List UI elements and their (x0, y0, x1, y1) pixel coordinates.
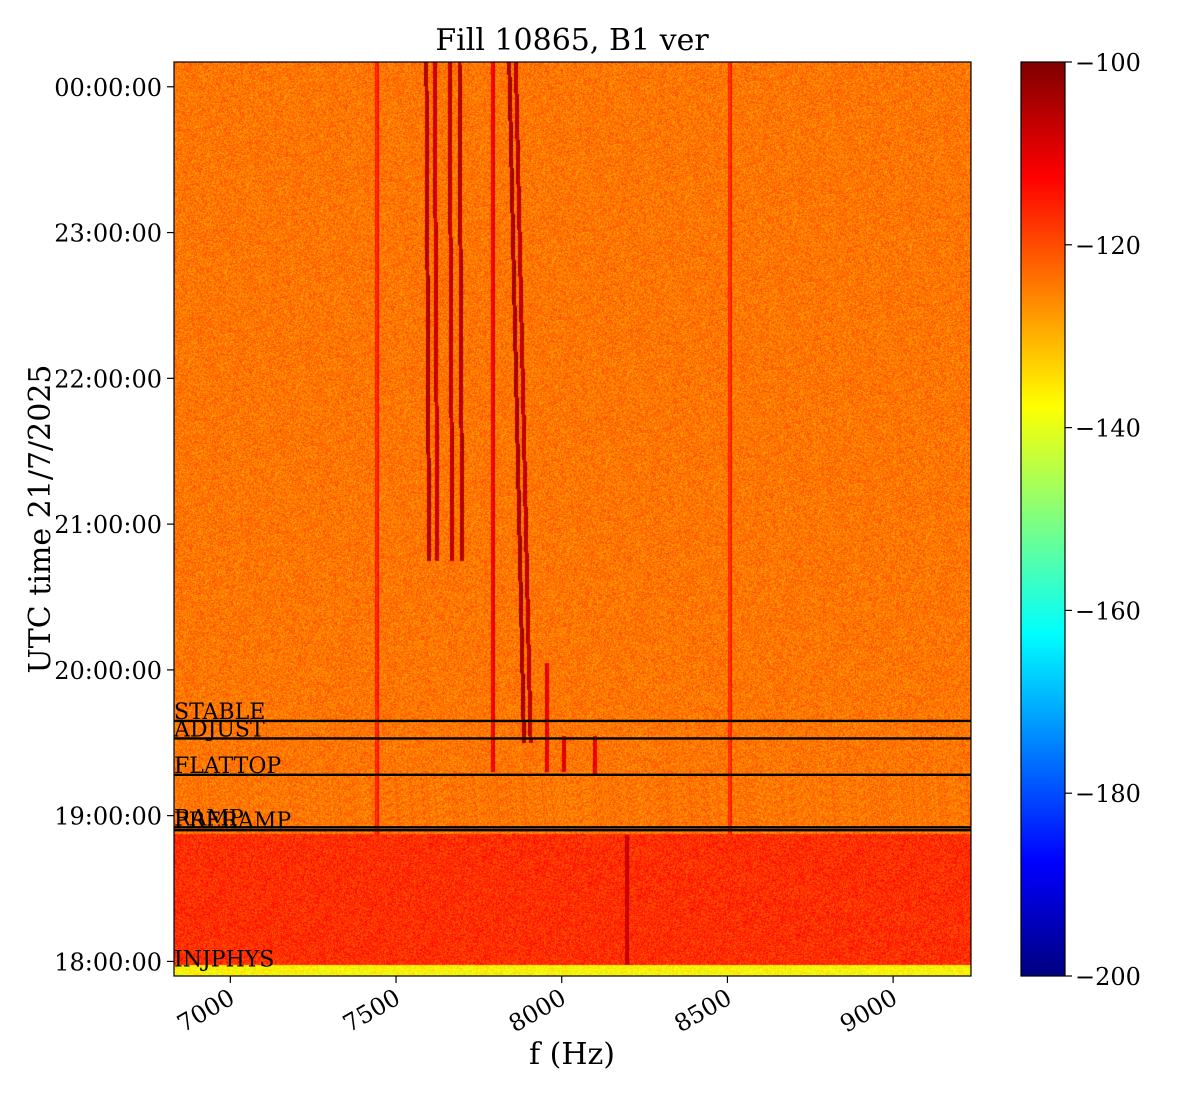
event-label: ADJUST (173, 717, 265, 742)
colorbar-tick-label: −160 (1075, 597, 1141, 625)
y-tick-label: 19:00:00 (54, 803, 162, 831)
y-tick-label: 23:00:00 (54, 220, 162, 248)
y-axis-label: UTC time 21/7/2025 (23, 365, 58, 674)
chart-title: Fill 10865, B1 ver (435, 23, 709, 58)
x-tick-label: 8500 (670, 983, 737, 1038)
event-label: STABLE (174, 700, 265, 725)
colorbar-tick-label: −100 (1075, 49, 1141, 77)
event-label: RAMP (174, 806, 244, 831)
x-axis-label: f (Hz) (529, 1037, 615, 1072)
event-label: FLATTOP (174, 754, 281, 779)
plot-frame (173, 61, 972, 977)
x-axis-ticks: 7000 7500 8000 8500 9000 (172, 976, 902, 1038)
y-tick-label: 18:00:00 (54, 948, 162, 976)
colorbar-tick-label: −200 (1075, 963, 1141, 991)
y-axis-ticks: 18:00:00 19:00:00 20:00:00 21:00:00 22:00:00… (54, 74, 174, 976)
y-tick-label: 22:00:00 (54, 365, 162, 393)
spectrogram-image (174, 62, 971, 976)
colorbar-gradient (1021, 62, 1065, 976)
x-tick-label: 9000 (835, 983, 902, 1038)
y-tick-label: 00:00:00 (54, 74, 162, 102)
colorbar-tick-label: −180 (1075, 780, 1141, 808)
colorbar-frame (1020, 61, 1066, 977)
event-label: PRERAMP (174, 809, 291, 834)
colorbar-tick-label: −140 (1075, 415, 1141, 443)
y-tick-label: 21:00:00 (54, 511, 162, 539)
event-label: INJPHYS (174, 948, 274, 973)
y-tick-label: 20:00:00 (54, 657, 162, 685)
x-tick-label: 7500 (338, 983, 405, 1038)
colorbar-ticks: −100 −120 −140 −160 −180 −200 (1065, 49, 1141, 991)
colorbar-tick-label: −120 (1075, 232, 1141, 260)
x-tick-label: 8000 (504, 983, 571, 1038)
x-tick-label: 7000 (172, 983, 239, 1038)
